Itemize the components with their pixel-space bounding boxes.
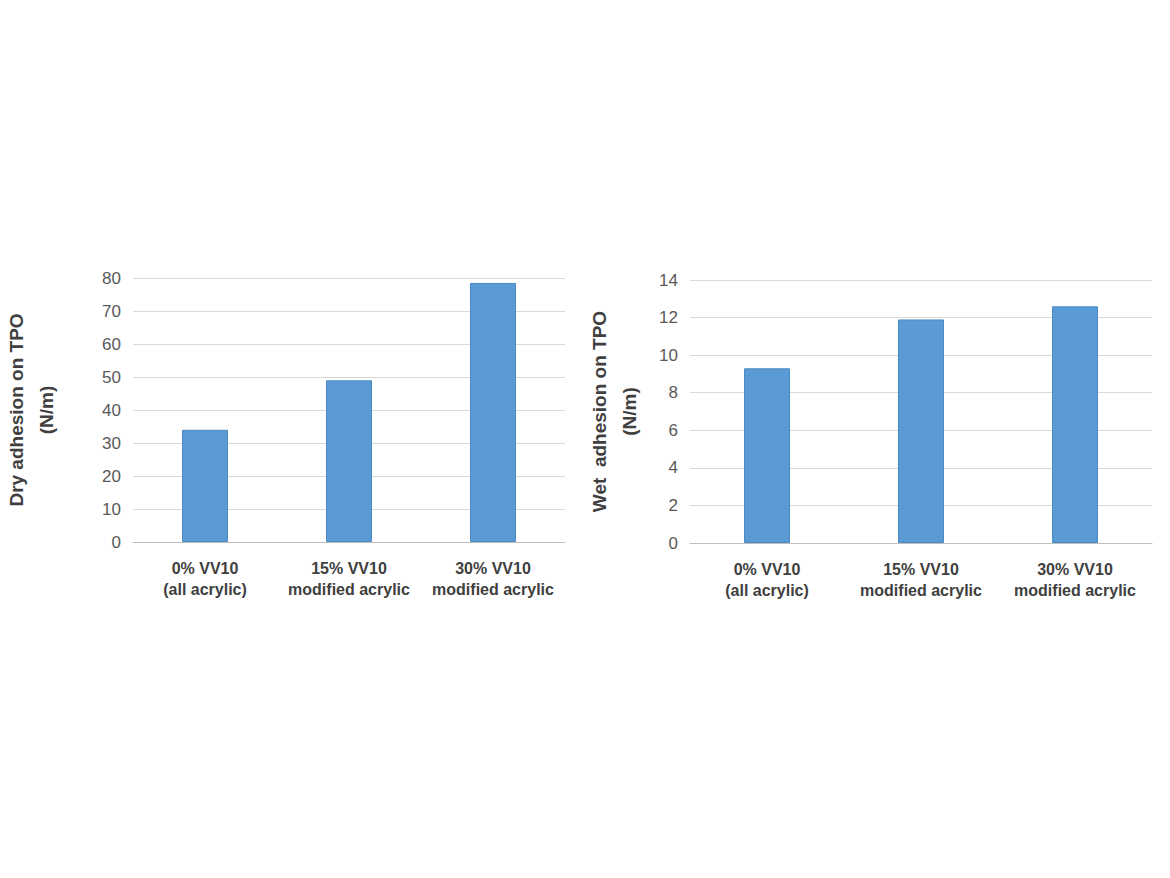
svg-text:4: 4 [669, 458, 678, 477]
svg-text:modified acrylic: modified acrylic [432, 581, 554, 598]
svg-text:(N/m): (N/m) [619, 387, 640, 436]
svg-text:0: 0 [669, 534, 678, 553]
svg-text:(all acrylic): (all acrylic) [725, 582, 809, 599]
svg-text:80: 80 [102, 269, 121, 288]
svg-text:20: 20 [102, 467, 121, 486]
svg-text:6: 6 [669, 421, 678, 440]
svg-text:14: 14 [659, 271, 678, 290]
svg-text:70: 70 [102, 302, 121, 321]
svg-text:30% VV10: 30% VV10 [1037, 561, 1113, 578]
svg-text:(N/m): (N/m) [36, 386, 57, 435]
svg-text:0% VV10: 0% VV10 [172, 560, 239, 577]
svg-text:Wet adhesion on TPO: Wet adhesion on TPO [589, 311, 610, 512]
svg-text:60: 60 [102, 335, 121, 354]
svg-text:modified acrylic: modified acrylic [860, 582, 982, 599]
svg-text:30% VV10: 30% VV10 [455, 560, 531, 577]
svg-text:15% VV10: 15% VV10 [311, 560, 387, 577]
svg-text:10: 10 [659, 346, 678, 365]
svg-text:(all acrylic): (all acrylic) [163, 581, 247, 598]
svg-text:8: 8 [669, 383, 678, 402]
svg-text:30: 30 [102, 434, 121, 453]
svg-text:0: 0 [112, 533, 121, 552]
svg-text:0% VV10: 0% VV10 [734, 561, 801, 578]
svg-text:Dry adhesion on TPO: Dry adhesion on TPO [6, 313, 27, 506]
svg-text:15% VV10: 15% VV10 [883, 561, 959, 578]
svg-text:40: 40 [102, 401, 121, 420]
svg-text:2: 2 [669, 496, 678, 515]
svg-text:50: 50 [102, 368, 121, 387]
svg-text:10: 10 [102, 500, 121, 519]
svg-text:modified acrylic: modified acrylic [288, 581, 410, 598]
svg-text:12: 12 [659, 308, 678, 327]
svg-text:modified acrylic: modified acrylic [1014, 582, 1136, 599]
